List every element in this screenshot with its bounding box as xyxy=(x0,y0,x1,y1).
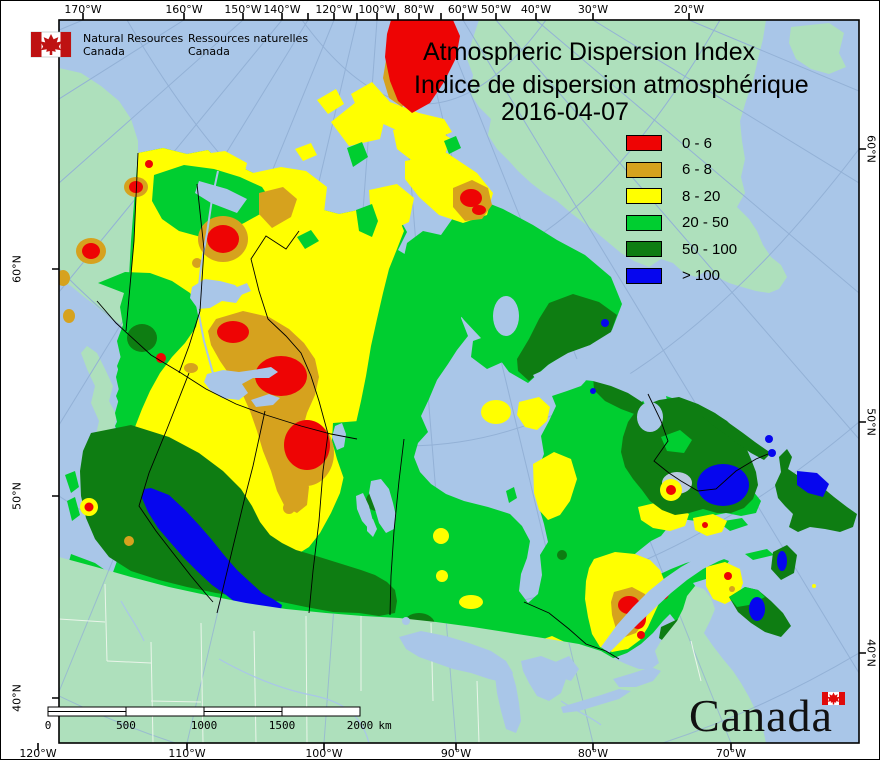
province-borders xyxy=(96,152,769,660)
ringed-red-spots xyxy=(80,472,692,516)
map-title-en: Atmospheric Dispersion Index xyxy=(423,38,756,66)
legend-swatch xyxy=(626,135,662,151)
scalebar-tick-label: 2000 xyxy=(346,719,374,732)
inland-waters xyxy=(190,170,739,653)
axis-label-top: 30°W xyxy=(577,3,609,16)
legend-row-0: 0 - 6 xyxy=(626,134,737,152)
scalebar-unit: km xyxy=(378,719,392,732)
nrcan-flag-icon xyxy=(30,31,72,58)
axis-label-right: 40°N xyxy=(864,639,878,667)
axis-label-top: 170°W xyxy=(64,3,102,16)
axis-label-left: 40°N xyxy=(10,684,24,712)
axis-label-top: 40°W xyxy=(520,3,552,16)
map-date: 2016-04-07 xyxy=(501,98,629,126)
axis-label-bottom: 110°W xyxy=(168,747,206,760)
axis-label-top: 160°W xyxy=(165,3,203,16)
axis-label-top: 20°W xyxy=(673,3,705,16)
axis-label-top: 140°W xyxy=(263,3,301,16)
legend: 0 - 6 6 - 8 8 - 20 20 - 50 50 - 100 > 100 xyxy=(626,135,737,294)
legend-swatch xyxy=(626,267,662,284)
axis-label-bottom: 100°W xyxy=(305,747,343,760)
axis-label-right: 60°N xyxy=(864,135,878,163)
legend-label: 20 - 50 xyxy=(682,214,729,231)
legend-swatch xyxy=(626,214,662,231)
legend-swatch xyxy=(626,188,662,204)
axis-label-left: 50°N xyxy=(10,482,24,510)
legend-row-3: 20 - 50 xyxy=(626,214,737,231)
nrcan-title-en: Natural Resources Canada xyxy=(83,32,183,58)
axis-label-top: 150°W xyxy=(224,3,262,16)
legend-swatch xyxy=(626,161,662,178)
legend-label: > 100 xyxy=(682,267,720,284)
legend-label: 50 - 100 xyxy=(682,240,738,258)
nova-scotia-green-strip xyxy=(729,587,765,607)
greenland xyxy=(467,20,787,293)
axis-label-bottom: 120°W xyxy=(19,747,57,760)
axis-label-top: 60°W xyxy=(447,3,479,16)
us-state-lines xyxy=(59,583,702,743)
nrcan-title-fr: Ressources naturelles Canada xyxy=(188,32,308,58)
foreign-land xyxy=(59,20,846,471)
scalebar-tick-label: 1500 xyxy=(268,719,296,732)
nrcan-fr-line2: Canada xyxy=(188,45,230,58)
great-lakes xyxy=(399,617,661,733)
alaska xyxy=(59,68,138,331)
scale-bar xyxy=(47,706,361,717)
scalebar-tick-label: 0 xyxy=(44,719,52,732)
axis-label-top: 100°W xyxy=(358,3,396,16)
legend-row-5: > 100 xyxy=(626,267,737,284)
legend-row-2: 8 - 20 xyxy=(626,187,737,205)
scalebar-tick-label: 500 xyxy=(116,719,136,732)
axis-label-left: 60°N xyxy=(10,255,24,283)
axis-label-top: 120°W xyxy=(315,3,353,16)
legend-row-4: 50 - 100 xyxy=(626,240,738,258)
map-frame xyxy=(58,19,860,744)
scalebar-tick-label: 1000 xyxy=(190,719,218,732)
canada-wordmark: Canada xyxy=(689,690,833,741)
legend-label: 8 - 20 xyxy=(682,187,721,205)
legend-label: 0 - 6 xyxy=(682,134,713,152)
us-rivers xyxy=(120,600,602,743)
axis-label-bottom: 70°W xyxy=(715,747,747,760)
nrcan-en-line1: Natural Resources xyxy=(83,32,184,45)
legend-swatch xyxy=(626,241,662,257)
adi-gt100-regions xyxy=(142,319,829,621)
axis-label-top: 80°W xyxy=(403,3,435,16)
axis-label-right: 50°N xyxy=(864,408,878,436)
legend-label: 6 - 8 xyxy=(682,161,713,178)
axis-label-bottom: 90°W xyxy=(440,747,472,760)
nrcan-fr-line1: Ressources naturelles xyxy=(188,32,309,45)
map-title-fr: Indice de dispersion atmosphérique xyxy=(414,71,809,99)
quebec-green-hole xyxy=(661,430,692,453)
legend-row-1: 6 - 8 xyxy=(626,161,737,178)
axis-label-top: 50°W xyxy=(480,3,512,16)
axis-label-bottom: 80°W xyxy=(577,747,609,760)
axis-ticks xyxy=(37,13,866,750)
nrcan-en-line2: Canada xyxy=(83,45,125,58)
wordmark-flag-icon xyxy=(822,692,845,705)
